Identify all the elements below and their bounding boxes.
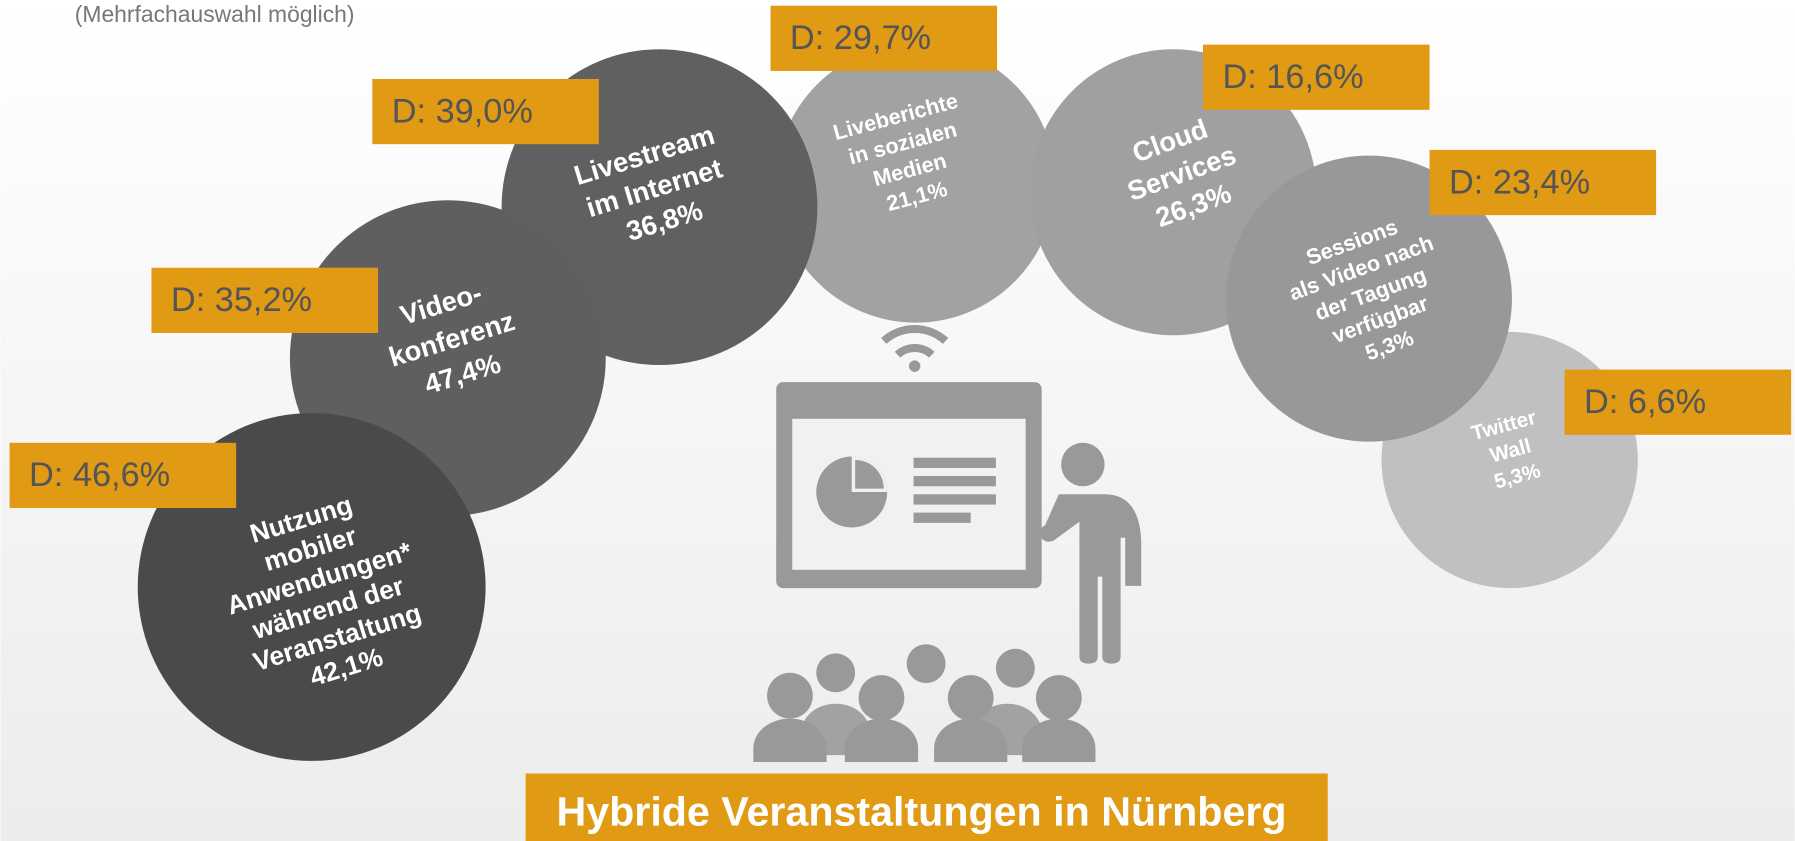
- comparison-label: D: 23,4%: [1449, 163, 1590, 201]
- audience-head: [816, 653, 855, 692]
- presenter-head: [1061, 443, 1104, 486]
- comparison-label: D: 46,6%: [29, 456, 170, 494]
- comparison-label: D: 39,0%: [392, 92, 533, 130]
- audience-head: [1036, 675, 1082, 721]
- audience-head: [767, 673, 813, 719]
- text-line: [914, 476, 996, 486]
- audience-head: [907, 644, 946, 683]
- audience-head: [948, 675, 994, 721]
- text-line: [914, 458, 996, 468]
- title: Hybride Veranstaltungen in Nürnberg: [556, 789, 1286, 835]
- infographic: (Mehrfachauswahl möglich) TwitterWall5,3…: [0, 0, 1795, 841]
- subtitle: (Mehrfachauswahl möglich): [75, 1, 355, 27]
- comparison-label: D: 6,6%: [1584, 383, 1706, 421]
- text-line: [914, 513, 971, 523]
- audience-head: [859, 675, 905, 721]
- page: (Mehrfachauswahl möglich) TwitterWall5,3…: [0, 0, 1795, 841]
- comparison-label: D: 29,7%: [790, 19, 931, 57]
- comparison-label: D: 16,6%: [1222, 58, 1363, 96]
- comparison-label: D: 35,2%: [171, 281, 312, 319]
- wifi-dot: [909, 360, 920, 371]
- audience-head: [996, 649, 1035, 688]
- text-line: [914, 494, 996, 504]
